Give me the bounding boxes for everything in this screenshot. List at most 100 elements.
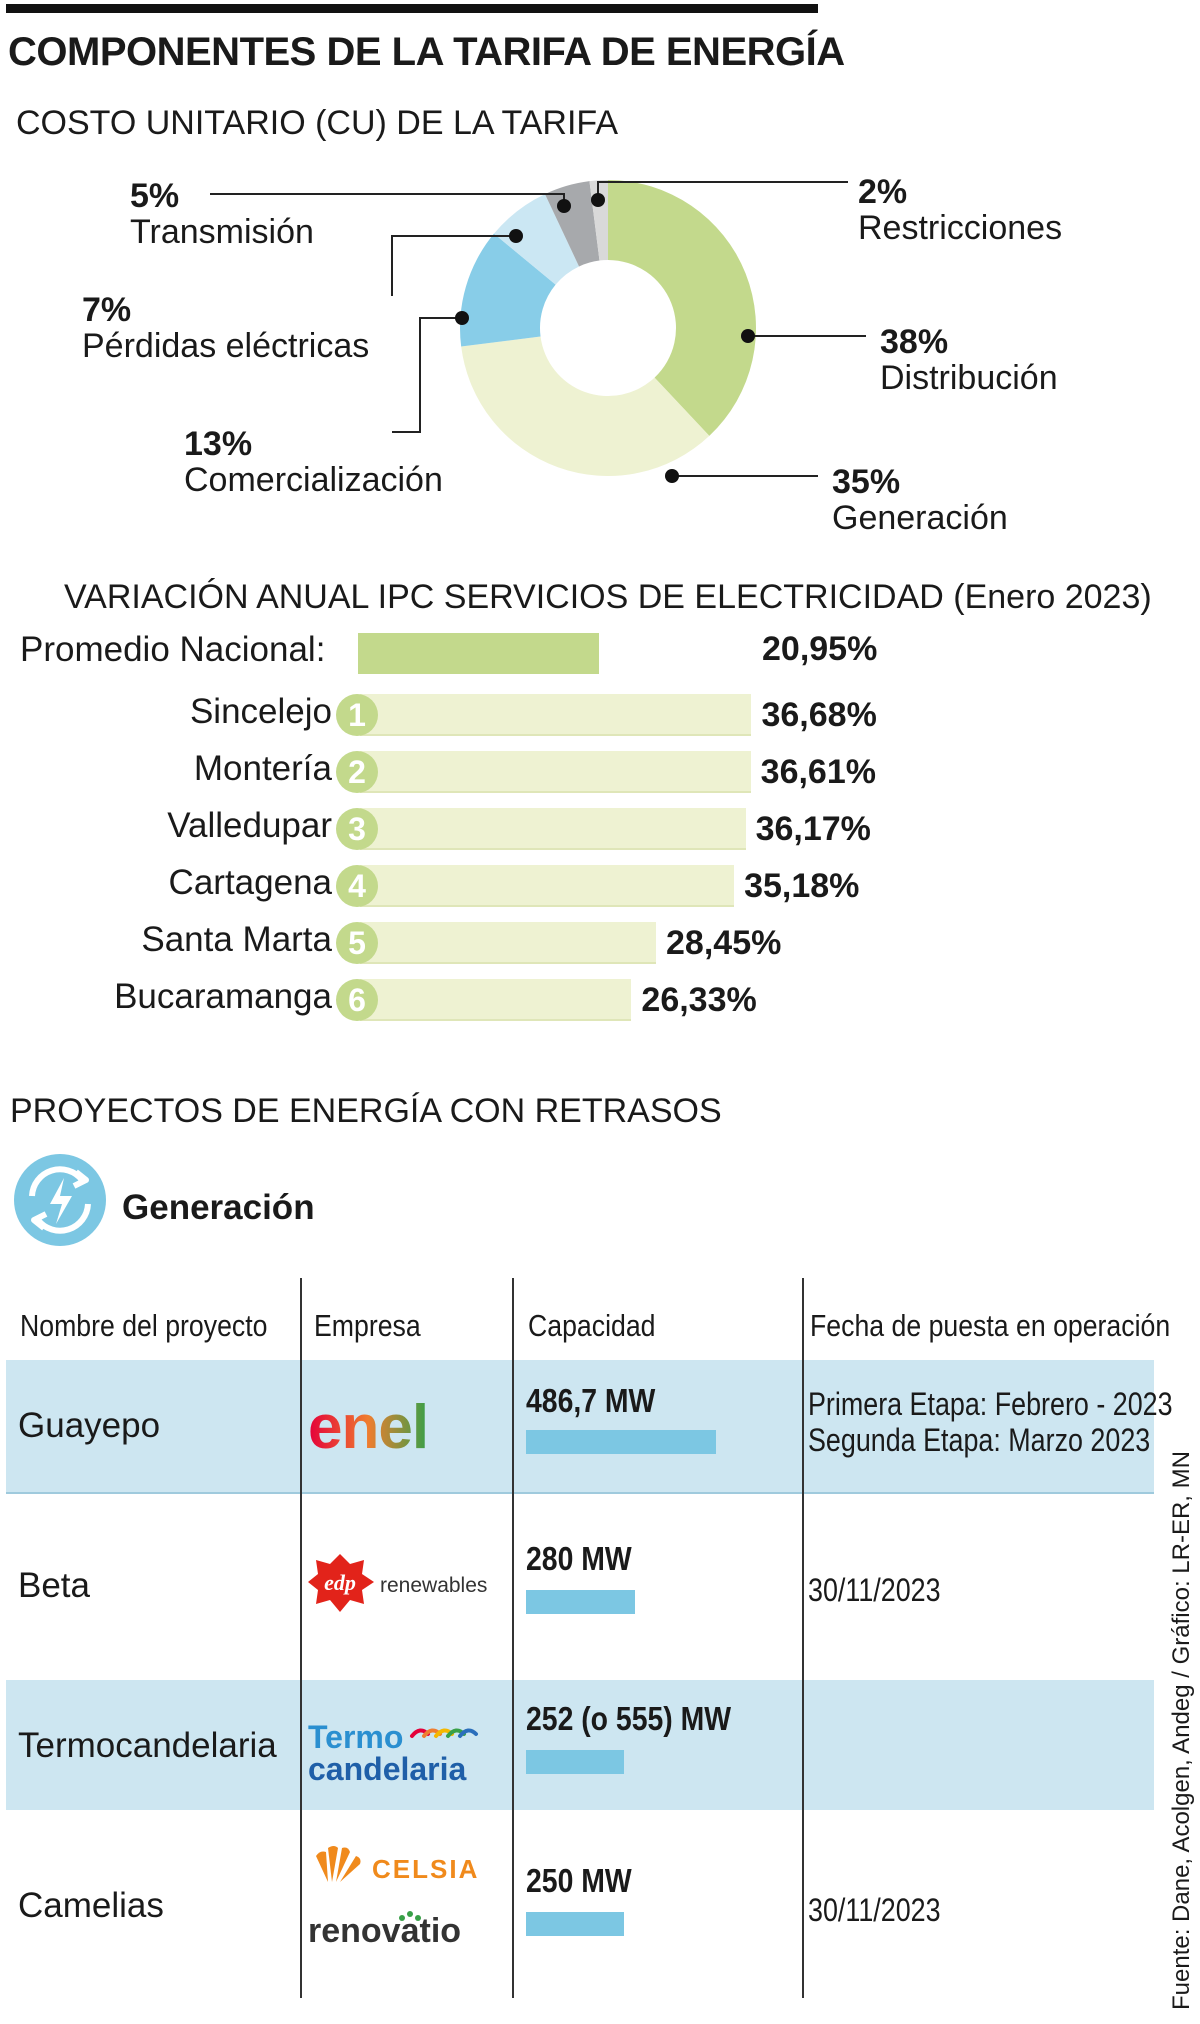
city-value: 35,18%	[744, 867, 860, 905]
leader-line-2	[392, 317, 462, 433]
label-transmision: 5% Transmisión	[130, 178, 314, 250]
city-bar	[360, 751, 751, 793]
national-value: 20,95%	[762, 630, 878, 668]
leader-dot-3	[509, 229, 523, 243]
city-row: Santa Marta 5 28,45%	[0, 916, 1200, 966]
donut-chart	[210, 180, 866, 483]
city-row: Sincelejo 1 36,68%	[0, 688, 1200, 738]
leader-line-3	[391, 235, 516, 296]
slice-name-transmision: Transmisión	[130, 213, 314, 251]
capacity-bar	[526, 1590, 636, 1614]
termo-wordmark: Termo	[308, 1719, 403, 1755]
city-label: Cartagena	[168, 863, 332, 902]
city-value: 26,33%	[641, 981, 757, 1019]
source-note: Fuente: Dane, Acolgen, Andeg / Gráfico: …	[1168, 1451, 1195, 2010]
slice-name-restricciones: Restricciones	[858, 209, 1063, 247]
donut-leaders	[210, 181, 866, 483]
capacity-value: 252 (o 555) MW	[526, 1700, 732, 1737]
renovatio-wordmark: renovatio	[308, 1912, 461, 1950]
capacity-bar	[526, 1430, 716, 1454]
city-value: 28,45%	[666, 924, 782, 962]
project-name: Termocandelaria	[18, 1726, 277, 1765]
col-header-capacity: Capacidad	[528, 1308, 656, 1343]
donut-slice-0	[608, 180, 757, 436]
city-label: Santa Marta	[141, 920, 332, 959]
slice-pct-distribucion: 38%	[880, 323, 949, 361]
city-bar	[360, 865, 735, 907]
donut-slice-1	[461, 336, 710, 477]
slice-pct-perdidas: 7%	[82, 291, 132, 329]
rank-badge: 1	[336, 694, 378, 736]
edp-mark-text: edp	[324, 1570, 356, 1595]
donut-slices	[460, 180, 757, 477]
col-divider	[802, 1278, 804, 1998]
celsia-wordmark: CELSIA	[372, 1854, 479, 1884]
slice-pct-restricciones: 2%	[858, 173, 908, 211]
rank-badge: 6	[336, 979, 378, 1021]
enel-wordmark: enel	[308, 1396, 428, 1458]
city-row: Bucaramanga 6 26,33%	[0, 973, 1200, 1023]
generation-icon	[14, 1154, 106, 1246]
city-bar	[360, 694, 752, 736]
page-title: COMPONENTES DE LA TARIFA DE ENERGÍA	[8, 30, 845, 74]
leader-dot-5	[591, 193, 605, 207]
slice-name-generacion: Generación	[832, 499, 1008, 537]
capacity-bar	[526, 1912, 624, 1936]
edp-wordmark: renewables	[380, 1574, 487, 1597]
col-divider	[512, 1278, 514, 1998]
capacity-bar	[526, 1750, 625, 1774]
city-label: Montería	[193, 749, 332, 788]
date-line: 30/11/2023	[808, 1892, 941, 1928]
generation-label: Generación	[122, 1188, 315, 1227]
ipc-chart-title: VARIACIÓN ANUAL IPC SERVICIOS DE ELECTRI…	[64, 578, 1152, 616]
edp-logo: edp renewables	[306, 1548, 502, 1624]
donut-slice-3	[493, 194, 580, 285]
capacity-value: 280 MW	[526, 1540, 632, 1577]
label-distribucion: 38% Distribución	[880, 324, 1058, 396]
city-row: Cartagena 4 35,18%	[0, 859, 1200, 909]
label-perdidas: 7% Pérdidas eléctricas	[82, 292, 369, 364]
col-divider	[300, 1278, 302, 1998]
slice-pct-generacion: 35%	[832, 463, 901, 501]
city-label: Valledupar	[167, 806, 332, 845]
enel-logo: enel	[308, 1396, 429, 1458]
city-bar	[360, 979, 632, 1021]
row-divider	[6, 1492, 1154, 1494]
national-bar	[358, 633, 600, 674]
projects-title: PROYECTOS DE ENERGÍA CON RETRASOS	[10, 1092, 722, 1130]
project-name: Guayepo	[18, 1406, 161, 1445]
city-value: 36,17%	[755, 810, 871, 848]
leader-dot-1	[665, 469, 679, 483]
slice-pct-comercializacion: 13%	[184, 425, 253, 463]
slice-pct-transmision: 5%	[130, 177, 180, 215]
col-header-project: Nombre del proyecto	[20, 1308, 268, 1343]
date-line: Primera Etapa: Febrero - 2023	[808, 1386, 1173, 1422]
table-row-band	[6, 1680, 1154, 1810]
leader-dot-4	[557, 199, 571, 213]
project-name: Beta	[18, 1566, 90, 1605]
rank-badge: 4	[336, 865, 378, 907]
city-value: 36,68%	[761, 696, 877, 734]
rank-badge: 3	[336, 808, 378, 850]
col-header-company: Empresa	[314, 1308, 421, 1343]
candelaria-wordmark: candelaria	[308, 1751, 467, 1787]
col-header-date: Fecha de puesta en operación	[810, 1308, 1171, 1343]
table-row-band	[6, 1360, 1154, 1492]
date-line: 30/11/2023	[808, 1572, 941, 1608]
donut-slice-2	[460, 233, 556, 347]
city-bar	[360, 808, 746, 850]
termocandelaria-logo: Termo candelaria	[308, 1719, 478, 1787]
city-label: Sincelejo	[189, 692, 332, 731]
label-generacion: 35% Generación	[832, 464, 1008, 536]
top-rule	[6, 4, 818, 13]
capacity-value: 486,7 MW	[526, 1382, 656, 1419]
city-row: Montería 2 36,61%	[0, 745, 1200, 795]
slice-name-distribucion: Distribución	[880, 359, 1058, 397]
city-bar	[360, 922, 657, 964]
city-label: Bucaramanga	[114, 977, 332, 1016]
donut-subtitle: COSTO UNITARIO (CU) DE LA TARIFA	[16, 104, 619, 142]
slice-name-perdidas: Pérdidas eléctricas	[82, 327, 370, 365]
leader-dot-2	[455, 311, 469, 325]
rank-badge: 2	[336, 751, 378, 793]
project-name: Camelias	[18, 1886, 164, 1925]
